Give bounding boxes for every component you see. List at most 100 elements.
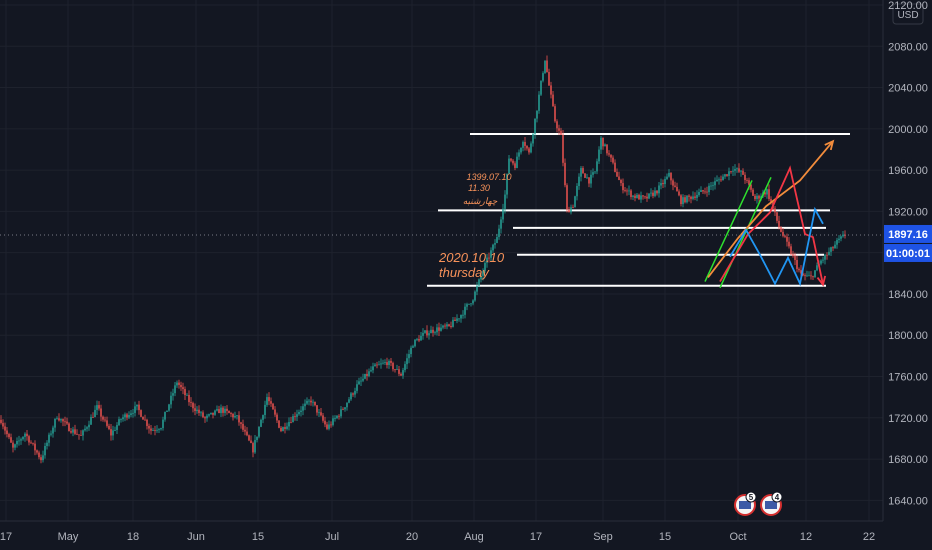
candle-body [674,185,676,187]
candle-body [2,422,4,427]
candle-body [516,156,518,168]
candle-body [156,429,158,431]
candle-body [394,369,396,371]
candle-body [134,406,136,413]
candle-body [294,416,296,417]
candle-body [284,427,286,429]
countdown-tag [884,243,932,262]
candle-body [290,422,292,423]
last-price-value: 1897.16 [888,229,928,241]
candle-body [688,195,690,197]
candle-body [184,389,186,396]
candle-body [710,185,712,187]
candle-body [472,300,474,304]
candle-body [356,384,358,391]
candle-body [644,196,646,198]
candle-body [806,275,808,277]
candle-body [86,427,88,429]
candle-body [784,235,786,237]
candle-body [276,414,278,421]
candle-body [810,275,812,277]
candle-body [176,382,178,386]
candle-body [212,412,214,415]
candle-body [780,227,782,232]
candle-body [326,424,328,429]
candle-body [542,73,544,81]
candle-body [706,191,708,193]
candle-body [540,80,542,95]
candle-body [332,418,334,425]
candle-body [552,94,554,107]
candle-body [228,410,230,414]
candle-body [492,244,494,251]
event-count-badge [771,491,783,503]
candle-body [194,408,196,411]
candle-body [748,180,750,185]
time-tick-label: Oct [729,531,746,543]
candle-body [110,429,112,436]
price-tick-label: 1640.00 [888,495,928,507]
candle-body [676,186,678,192]
candle-body [704,191,706,193]
candle-body [82,430,84,436]
candle-body [648,193,650,199]
candle-body [502,208,504,220]
candle-body [724,174,726,177]
candle-body [118,419,120,426]
candle-body [196,409,198,411]
candle-body [746,180,748,181]
candle-body [384,362,386,363]
candle-body [576,185,578,197]
candle-body [620,180,622,184]
candle-body [164,411,166,420]
candle-body [254,439,256,453]
candle-body [442,325,444,328]
candle-body [504,194,506,209]
chart-annotation: 2020.10.10 [438,250,505,265]
candle-body [570,207,572,213]
candle-body [804,275,806,277]
candle-body [730,171,732,173]
candle-body [128,414,130,418]
candle-body [696,194,698,198]
candle-body [568,209,570,213]
candle-body [430,329,432,334]
currency-badge[interactable] [892,3,924,25]
candle-body [598,149,600,162]
candle-body [560,130,562,135]
candle-body [766,189,768,195]
candle-body [130,413,132,415]
candle-body [310,400,312,403]
price-axis[interactable] [883,0,932,550]
candle-body [650,192,652,194]
candle-body [360,380,362,382]
candle-body [208,414,210,416]
time-tick-label: 22 [863,531,875,543]
candle-body [342,409,344,411]
candle-body [62,419,64,422]
candle-body [260,419,262,427]
candle-body [692,196,694,199]
candle-body [758,195,760,199]
candle-body [226,408,228,411]
candle-body [510,158,512,161]
candle-body [468,303,470,305]
candle-body [584,173,586,178]
candle-body [638,194,640,200]
candle-body [54,418,56,428]
candle-body [42,455,44,461]
candle-body [460,314,462,319]
candle-body [660,183,662,186]
candle-body [216,409,218,411]
candle-body [278,420,280,428]
candle-body [734,169,736,171]
candle-body [616,171,618,177]
candle-body [232,414,234,418]
candle-body [564,162,566,186]
candle-body [756,195,758,200]
candle-body [362,378,364,381]
candle-body [192,402,194,409]
